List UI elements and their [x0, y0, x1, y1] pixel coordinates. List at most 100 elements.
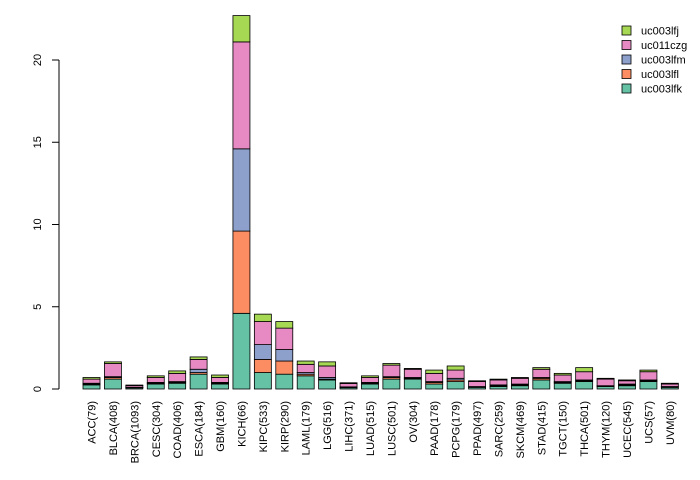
bar-segment-uc003lfk	[446, 381, 465, 390]
bar-stack	[618, 379, 636, 390]
bar-segment-uc003lfj	[339, 382, 358, 384]
bar-segment-uc003lfm	[232, 148, 251, 232]
x-tick-label: SKCM(469)	[515, 401, 527, 458]
x-tick-label: PCPG(179)	[451, 401, 463, 458]
bar-segment-uc011czg	[553, 374, 572, 382]
bar-segment-uc003lfj	[211, 374, 229, 378]
bar-segment-uc003lfk	[618, 385, 636, 390]
bar-segment-uc003lfk	[425, 383, 444, 390]
x-tick-label: OV(304)	[408, 401, 420, 443]
legend-label: uc003lfj	[641, 26, 679, 38]
legend-label: uc003lfm	[641, 55, 686, 67]
bar-stack	[339, 382, 358, 390]
bar-segment-uc003lfj	[253, 313, 272, 322]
bar-segment-uc003lfk	[532, 379, 551, 390]
bar-stack	[211, 374, 229, 390]
x-tick-labels: ACC(79) BLCA(408) BRCA(1093) CESC(304) COAD(…	[87, 401, 677, 463]
x-tick-label: STAD(415)	[536, 401, 548, 455]
bar-segment-uc003lfk	[189, 373, 208, 390]
bar-segment-uc011czg	[468, 381, 486, 387]
bar-stack	[553, 372, 572, 390]
bar-segment-uc003lfj	[189, 356, 208, 360]
bar-segment-uc011czg	[361, 377, 379, 383]
bar-stack	[318, 361, 337, 390]
x-tick-label: SARC(259)	[493, 401, 505, 457]
bar-segment-uc011czg	[639, 371, 658, 381]
bar-segment-uc003lfj	[361, 375, 379, 378]
bar-segment-uc003lfk	[146, 383, 165, 390]
bar-segment-uc003lfk	[296, 375, 315, 390]
y-tick-label: 5	[32, 304, 44, 310]
x-tick-label: BRCA(1093)	[129, 401, 141, 463]
x-tick-label: LUAD(515)	[365, 401, 377, 456]
bar-segment-uc011czg	[618, 380, 636, 385]
bar-segment-uc011czg	[425, 372, 444, 382]
bar-segment-uc003lfl	[232, 230, 251, 314]
bar-segment-uc003lfk	[211, 383, 229, 390]
bar-segment-uc003lfl	[275, 360, 294, 375]
y-tick-label: 20	[32, 54, 44, 66]
bar-segment-uc003lfj	[596, 377, 615, 380]
legend-swatch	[621, 40, 632, 50]
bar-segment-uc003lfj	[425, 369, 444, 374]
bar-stack	[596, 377, 615, 390]
x-tick-label: BLCA(408)	[108, 401, 120, 455]
bar-segment-uc003lfj	[446, 365, 465, 371]
x-tick-label: LUSC(501)	[386, 401, 398, 456]
legend-swatch	[621, 69, 632, 79]
bar-segment-uc003lfj	[382, 363, 401, 366]
bar-segment-uc003lfj	[553, 372, 572, 376]
bar-segment-uc011czg	[532, 368, 551, 378]
bar-segment-uc003lfj	[489, 378, 508, 381]
x-tick-label: UCEC(545)	[622, 401, 634, 458]
bar-stack	[253, 313, 272, 390]
bar-segment-uc011czg	[275, 327, 294, 350]
bar-segment-uc011czg	[489, 379, 508, 386]
bar-stack	[425, 369, 444, 390]
bar-stack	[403, 368, 422, 390]
bar-stack	[382, 363, 401, 390]
bar-segment-uc003lfk	[168, 382, 187, 390]
bar-stack	[146, 375, 165, 390]
bar-segment-uc003lfj	[403, 368, 422, 370]
bar-stack	[510, 377, 529, 390]
bar-segment-uc003lfj	[532, 367, 551, 370]
bar-stack	[489, 378, 508, 390]
bar-segment-uc003lfl	[253, 358, 272, 373]
bar-segment-uc003lfk	[361, 383, 379, 390]
x-tick-label: KICH(66)	[236, 401, 248, 447]
bar-segment-uc011czg	[232, 41, 251, 150]
bar-stack	[189, 356, 208, 390]
x-tick-label: LIHC(371)	[344, 401, 356, 452]
x-tick-label: GBM(160)	[215, 401, 227, 452]
y-axis: 0 5 10 15 20	[32, 54, 60, 392]
legend: uc003lfj uc011czg uc003lfm uc003lfl uc003lfk	[621, 26, 687, 96]
bar-segment-uc003lfk	[275, 373, 294, 390]
bar-segment-uc011czg	[253, 321, 272, 345]
bar-segment-uc011czg	[168, 372, 187, 382]
legend-item: uc003lfl	[621, 69, 679, 81]
bar-segment-uc003lfj	[296, 360, 315, 365]
bar-segment-uc003lfj	[660, 382, 679, 385]
x-tick-label: ACC(79)	[87, 401, 99, 444]
bar-stack	[468, 380, 486, 390]
legend-swatch	[621, 54, 632, 65]
legend-label: uc003lfl	[641, 69, 679, 81]
bar-stack	[296, 360, 315, 390]
x-tick-label: UVM(80)	[665, 401, 677, 445]
bar-stack	[82, 377, 101, 390]
bar-segment-uc003lfk	[104, 378, 122, 390]
bar-segment-uc003lfk	[639, 381, 658, 390]
bar-stack	[446, 365, 465, 390]
legend-label: uc003lfk	[641, 84, 682, 96]
bars	[82, 15, 679, 390]
bar-segment-uc003lfj	[275, 321, 294, 329]
bar-segment-uc003lfj	[232, 15, 251, 43]
bar-segment-uc003lfj	[318, 361, 337, 367]
bar-segment-uc003lfk	[253, 372, 272, 390]
bar-stack	[232, 15, 251, 390]
bar-segment-uc011czg	[82, 378, 101, 384]
legend-item: uc003lfm	[621, 54, 686, 67]
y-tick-label: 10	[32, 218, 44, 230]
bar-segment-uc011czg	[403, 368, 422, 378]
